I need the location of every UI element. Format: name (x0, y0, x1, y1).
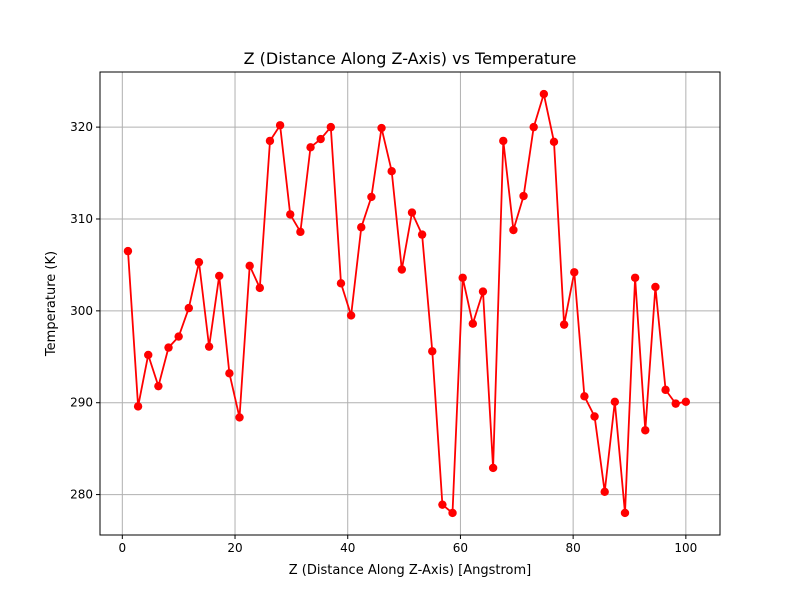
data-point (671, 399, 680, 408)
x-tick-label: 100 (674, 541, 697, 555)
data-point (336, 279, 346, 288)
data-point (630, 273, 640, 282)
plot-area-frame (99, 71, 721, 536)
chart-title: Z (Distance Along Z-Axis) vs Temperature (244, 49, 577, 68)
y-axis-label: Temperature (K) (44, 251, 59, 357)
x-tick-label: 60 (453, 541, 468, 555)
data-point (509, 225, 518, 235)
data-point (367, 192, 376, 202)
data-point (245, 261, 254, 271)
data-point (204, 342, 214, 351)
y-tick-label: 310 (70, 212, 93, 226)
data-point (215, 271, 224, 281)
x-tick-label: 80 (566, 541, 581, 555)
data-point (600, 487, 609, 497)
data-point (590, 412, 599, 421)
data-point (428, 347, 437, 356)
data-point (275, 121, 285, 130)
data-point (397, 265, 407, 274)
data-point (488, 463, 498, 473)
data-point (559, 320, 569, 329)
data-point (133, 402, 143, 411)
data-point (610, 397, 620, 406)
data-point (539, 89, 549, 99)
data-point (296, 227, 305, 237)
y-tick-label: 290 (70, 396, 93, 410)
x-axis-ticks: 0 20 40 60 80 100 (118, 535, 697, 555)
data-point (306, 143, 315, 152)
x-axis-label: Z (Distance Along Z-Axis) [Angstrom] (289, 563, 532, 578)
data-point (357, 223, 366, 232)
y-tick-label: 320 (70, 120, 93, 134)
data-point (326, 122, 336, 132)
data-point (651, 282, 660, 292)
y-tick-label: 280 (70, 488, 93, 502)
x-tick-label: 20 (227, 541, 242, 555)
x-tick-label: 40 (340, 541, 355, 555)
data-point (620, 508, 630, 518)
data-point (529, 122, 538, 132)
y-tick-label: 300 (70, 304, 93, 318)
data-point (184, 303, 194, 313)
data-point (235, 413, 244, 422)
data-point (144, 350, 153, 360)
data-series (123, 89, 691, 518)
data-point (519, 191, 528, 201)
data-point (387, 167, 396, 176)
data-point (346, 311, 356, 320)
data-point (438, 500, 447, 509)
data-point (661, 385, 670, 395)
data-point (194, 257, 204, 267)
data-point (154, 381, 163, 391)
data-point (174, 332, 183, 341)
x-tick-label: 0 (118, 541, 126, 555)
data-point (123, 246, 133, 256)
data-point (549, 137, 559, 147)
data-point (225, 369, 234, 378)
data-point (164, 343, 173, 352)
data-point (448, 508, 457, 518)
data-point (478, 287, 488, 296)
data-point (265, 136, 275, 146)
data-point (407, 208, 417, 217)
data-point (681, 397, 691, 406)
data-point (580, 392, 589, 401)
data-point (316, 134, 325, 144)
data-point (377, 123, 386, 133)
data-point (417, 230, 427, 239)
data-point (286, 210, 295, 219)
data-point (570, 268, 579, 277)
data-point (499, 136, 508, 146)
y-axis-ticks: 280 290 300 310 320 (70, 120, 100, 502)
data-point (468, 319, 478, 328)
data-point (255, 283, 265, 293)
data-point (641, 426, 650, 435)
data-point (458, 273, 467, 282)
